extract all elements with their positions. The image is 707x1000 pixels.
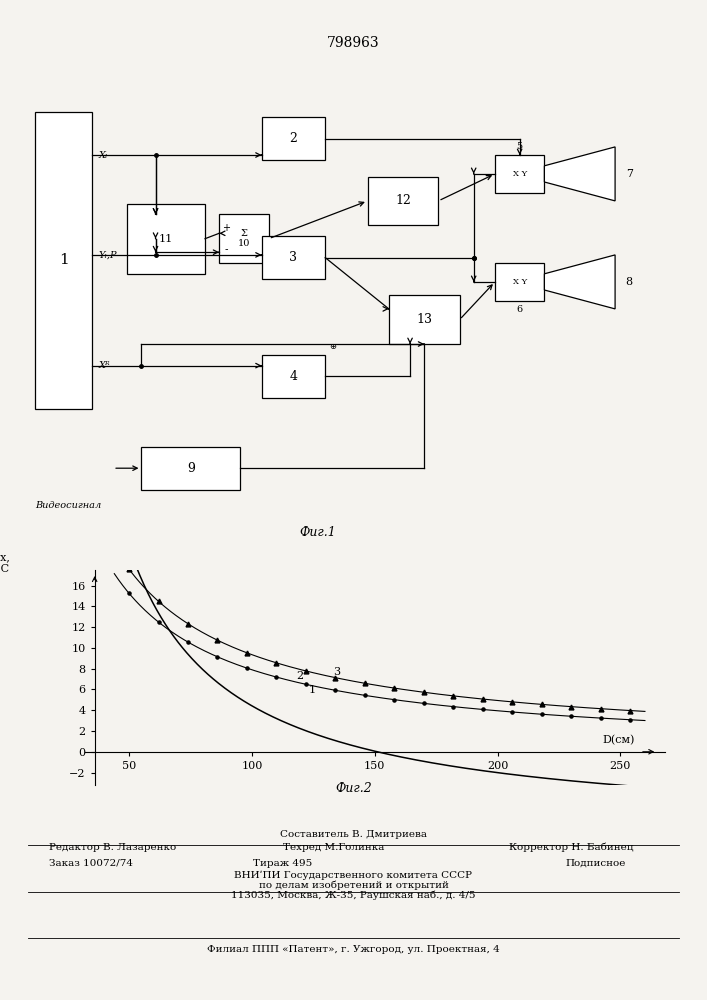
Text: 4: 4 <box>289 370 298 383</box>
Text: 7: 7 <box>626 169 633 179</box>
Text: 11: 11 <box>159 234 173 244</box>
Text: Заказ 10072/74: Заказ 10072/74 <box>49 859 134 868</box>
Bar <box>262 117 325 160</box>
Text: Фиг.2: Фиг.2 <box>335 782 372 795</box>
Text: 6: 6 <box>517 305 522 314</box>
Text: Редактор В. Лазаренко: Редактор В. Лазаренко <box>49 843 177 852</box>
Text: 1: 1 <box>308 685 315 695</box>
Text: Техред М.Голинка: Техред М.Голинка <box>283 843 384 852</box>
Text: по делам изобретений и открытий: по делам изобретений и открытий <box>259 880 448 890</box>
Text: -: - <box>225 244 228 254</box>
Bar <box>262 236 325 279</box>
Bar <box>389 295 460 344</box>
Text: X Y: X Y <box>513 170 527 178</box>
Text: Xᴿ: Xᴿ <box>99 361 110 370</box>
Text: Σ
10: Σ 10 <box>238 229 250 248</box>
Text: 12: 12 <box>395 194 411 207</box>
Polygon shape <box>544 147 615 201</box>
Text: Xₗ: Xₗ <box>99 150 108 159</box>
Bar <box>495 263 544 301</box>
Text: 13: 13 <box>416 313 432 326</box>
Bar <box>127 204 205 274</box>
Bar <box>495 155 544 193</box>
Text: 2: 2 <box>296 671 303 681</box>
Text: Видеосигнал: Видеосигнал <box>35 502 102 510</box>
Text: Фиг.1: Фиг.1 <box>300 526 337 540</box>
Text: 3: 3 <box>289 251 298 264</box>
Text: 3: 3 <box>333 667 340 677</box>
Text: Подписное: Подписное <box>566 859 626 868</box>
Text: D(см): D(см) <box>603 735 635 746</box>
Text: ВНИʹПИ Государственного комитета СССР: ВНИʹПИ Государственного комитета СССР <box>235 871 472 880</box>
Text: 8: 8 <box>626 277 633 287</box>
Bar <box>368 177 438 225</box>
Bar <box>219 214 269 263</box>
Polygon shape <box>544 255 615 309</box>
Text: Составитель В. Дмитриева: Составитель В. Дмитриева <box>280 830 427 839</box>
Text: +: + <box>222 223 230 233</box>
Text: 113035, Москва, Ж-35, Раушская наб., д. 4/5: 113035, Москва, Ж-35, Раушская наб., д. … <box>231 890 476 900</box>
Text: 1: 1 <box>59 253 69 267</box>
Y-axis label: B, Δx,
Δx+C: B, Δx, Δx+C <box>0 553 9 574</box>
Bar <box>35 112 92 409</box>
Text: Yₗ,Р: Yₗ,Р <box>99 250 117 259</box>
Text: 9: 9 <box>187 462 195 475</box>
Text: 5: 5 <box>517 142 522 151</box>
Text: X Y: X Y <box>513 278 527 286</box>
Text: Тираж 495: Тираж 495 <box>253 859 312 868</box>
Bar <box>141 447 240 490</box>
Text: 798963: 798963 <box>327 36 380 50</box>
Bar <box>262 355 325 398</box>
Text: Корректор Н. Бабинец: Корректор Н. Бабинец <box>509 842 633 852</box>
Text: ⊕: ⊕ <box>329 342 336 351</box>
Text: 2: 2 <box>289 132 298 145</box>
Text: Филиал ППП «Патент», г. Ужгород, ул. Проектная, 4: Филиал ППП «Патент», г. Ужгород, ул. Про… <box>207 945 500 954</box>
